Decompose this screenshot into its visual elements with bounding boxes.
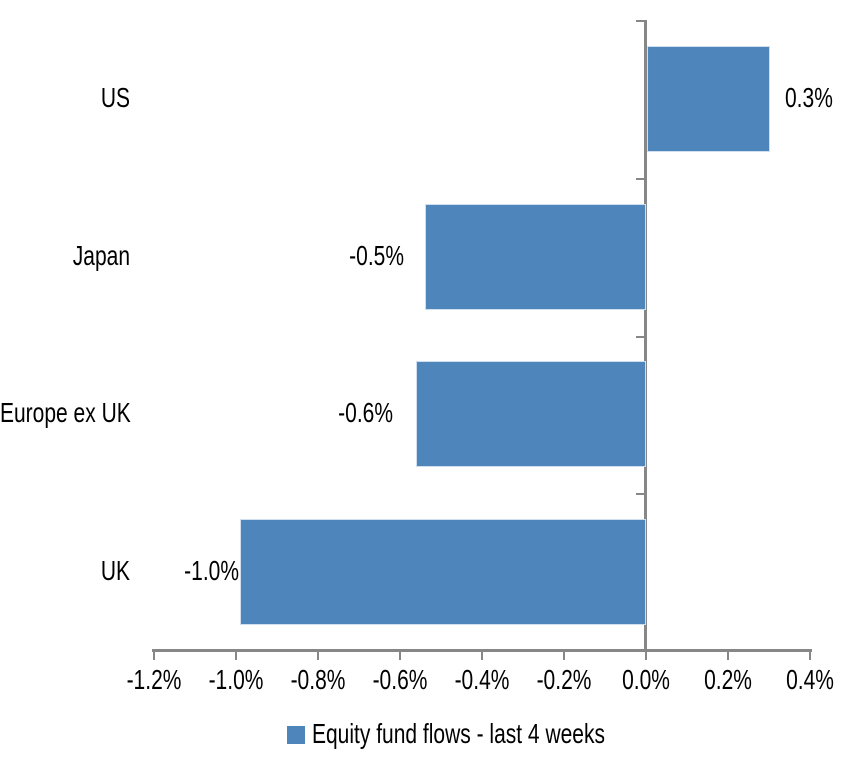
x-axis-tick-label: -0.6% [340,665,460,695]
x-axis-tick [563,652,565,660]
category-label-text: US [100,83,130,114]
legend-swatch-icon [287,726,305,744]
x-axis-tick-label-text: -0.8% [290,665,346,696]
x-axis-tick-label-text: 0.4% [786,665,834,696]
x-axis-tick-label: 0.2% [668,665,788,695]
bar [416,361,646,467]
category-label-text: Europe ex UK [0,398,131,429]
x-axis-tick [317,652,319,660]
bar [240,519,646,625]
y-axis-tick [636,178,645,180]
x-axis-tick-label-text: 0.0% [622,665,670,696]
x-axis-tick-label: -1.0% [176,665,296,695]
x-axis-tick-label-text: -0.6% [372,665,428,696]
x-axis-tick-label: -0.2% [504,665,624,695]
legend: Equity fund flows - last 4 weeks [287,719,605,749]
y-axis-tick [636,493,645,495]
bar [425,204,646,310]
value-label: -1.0% [0,556,239,586]
category-label: UK [0,556,130,586]
category-label: US [0,83,130,113]
bar [647,46,770,152]
category-label: Japan [0,241,130,271]
x-axis-tick [481,652,483,660]
value-label-text: -0.6% [338,398,393,429]
x-axis-tick-label-text: 0.2% [704,665,752,696]
y-axis-tick [636,20,645,22]
x-axis-tick [235,652,237,660]
x-axis-tick [399,652,401,660]
value-label-text: -1.0% [184,556,239,587]
x-axis-tick [727,652,729,660]
x-axis-tick [153,652,155,660]
value-label-text: -0.5% [349,241,404,272]
value-label: -0.6% [0,398,393,428]
category-label: Europe ex UK [0,398,131,428]
category-label-text: UK [100,556,130,587]
x-axis-tick-label: -0.8% [258,665,378,695]
x-axis-tick-label-text: -0.4% [454,665,510,696]
value-label: 0.3% [785,83,833,113]
legend-label: Equity fund flows - last 4 weeks [312,719,605,750]
x-axis-tick-label: 0.0% [586,665,706,695]
x-axis-tick-label: 0.4% [750,665,852,695]
y-axis-line [644,20,647,652]
category-label-text: Japan [72,241,130,272]
x-axis-tick-label: -1.2% [94,665,214,695]
x-axis-tick [645,652,647,660]
x-axis-tick [809,652,811,660]
value-label-text: 0.3% [785,83,833,114]
x-axis-tick-label-text: -1.0% [208,665,264,696]
x-axis-tick-label-text: -1.2% [126,665,182,696]
value-label: -0.5% [0,241,404,271]
y-axis-tick [636,336,645,338]
x-axis-tick-label: -0.4% [422,665,542,695]
x-axis-tick-label-text: -0.2% [536,665,592,696]
x-axis-line [152,649,812,652]
